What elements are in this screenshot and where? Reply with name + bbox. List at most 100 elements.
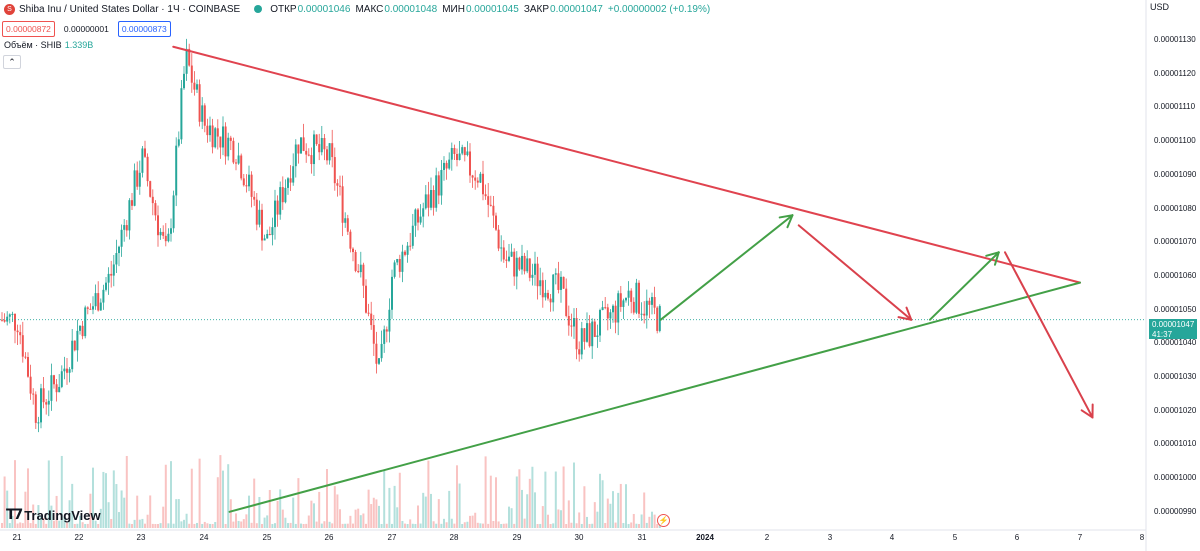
volume-bar bbox=[445, 522, 448, 528]
arrowhead[interactable] bbox=[993, 251, 1000, 266]
candle-body bbox=[549, 298, 552, 303]
candle-body bbox=[333, 157, 336, 184]
volume-bar bbox=[632, 513, 635, 528]
volume-bar bbox=[391, 523, 393, 528]
volume-bar bbox=[518, 469, 521, 528]
support-trendline[interactable] bbox=[228, 281, 1081, 513]
candle-body bbox=[1, 319, 3, 321]
candle-body bbox=[66, 368, 68, 373]
volume-bar bbox=[253, 478, 256, 528]
candle-body bbox=[16, 330, 19, 333]
candle-body bbox=[396, 258, 399, 263]
volume-bar bbox=[372, 497, 375, 528]
volume-bar bbox=[554, 471, 557, 528]
candle-body bbox=[279, 187, 282, 215]
candle-body bbox=[190, 65, 193, 83]
candle-body bbox=[625, 297, 627, 301]
volume-bar bbox=[328, 521, 331, 528]
volume-bar bbox=[560, 510, 562, 528]
volume-bar bbox=[255, 523, 258, 528]
volume-bar bbox=[190, 468, 193, 528]
candle-body bbox=[128, 200, 131, 231]
tradingview-logo[interactable]: T7 TradingView bbox=[6, 507, 101, 523]
candle-body bbox=[541, 280, 544, 298]
buy-button[interactable]: 0.00000873 bbox=[117, 21, 171, 37]
candle-body bbox=[240, 155, 243, 179]
candle-body bbox=[107, 273, 110, 283]
lightning-icon[interactable]: ⚡ bbox=[657, 514, 670, 527]
volume-bar bbox=[422, 492, 425, 528]
volume-bar bbox=[344, 523, 347, 528]
volume-bar bbox=[450, 518, 453, 528]
candle-body bbox=[560, 276, 562, 290]
candle-body bbox=[422, 208, 425, 217]
arrowhead[interactable] bbox=[897, 316, 913, 321]
candle-body bbox=[219, 136, 222, 148]
candle-body bbox=[209, 125, 211, 136]
candle-body bbox=[284, 187, 287, 203]
candle-body bbox=[118, 246, 120, 254]
volume-bar bbox=[47, 460, 50, 528]
volume-bar bbox=[50, 505, 53, 528]
candle-body bbox=[222, 126, 224, 148]
candle-body bbox=[456, 153, 458, 161]
candle-body bbox=[102, 289, 105, 303]
volume-bar bbox=[66, 522, 68, 528]
volume-bar bbox=[346, 523, 349, 528]
forecast-arrow-up[interactable] bbox=[659, 214, 794, 321]
candle-body bbox=[159, 231, 162, 236]
forecast-arrow-down[interactable] bbox=[797, 224, 913, 321]
candle-body bbox=[575, 318, 578, 350]
forecast-arrow-down[interactable] bbox=[1004, 251, 1094, 419]
volume-bar bbox=[287, 523, 289, 528]
candle-body bbox=[235, 162, 237, 164]
volume-bar bbox=[27, 468, 29, 528]
volume-bar bbox=[552, 523, 555, 528]
candle-body bbox=[27, 357, 29, 377]
volume-bar bbox=[258, 496, 261, 528]
volume-bar bbox=[341, 523, 344, 528]
currency-button[interactable]: USD bbox=[1150, 2, 1170, 12]
chart-legend-header: S Shiba Inu / United States Dollar · 1Ч … bbox=[0, 0, 1140, 18]
candle-body bbox=[440, 169, 443, 196]
candle-body bbox=[552, 274, 555, 303]
candle-body bbox=[211, 125, 214, 148]
volume-bar bbox=[99, 508, 102, 528]
candle-body bbox=[266, 233, 269, 239]
candle-body bbox=[297, 144, 300, 154]
close-label: ЗАКР bbox=[523, 3, 550, 15]
candle-body bbox=[271, 227, 274, 236]
volume-bar bbox=[526, 494, 529, 528]
resistance-trendline[interactable] bbox=[172, 45, 1081, 284]
price-axis-label: 0.00001070 bbox=[1154, 237, 1197, 247]
candle-body bbox=[612, 305, 614, 313]
volume-bar bbox=[482, 523, 484, 528]
arrowhead[interactable] bbox=[985, 251, 1000, 257]
volume-bar bbox=[352, 523, 354, 528]
candle-body bbox=[53, 375, 55, 385]
price-axis-label: 0.00001100 bbox=[1154, 136, 1196, 146]
candle-body bbox=[164, 235, 167, 242]
candle-body bbox=[84, 307, 87, 337]
change-value: +0.00000002 (+0.19%) bbox=[607, 3, 711, 15]
market-status-dot[interactable] bbox=[254, 5, 263, 13]
candle-body bbox=[554, 273, 557, 275]
volume-bar bbox=[42, 518, 45, 528]
candle-body bbox=[586, 323, 588, 342]
volume-bar bbox=[21, 523, 24, 528]
candle-body bbox=[398, 258, 401, 272]
arrowhead[interactable] bbox=[905, 306, 913, 321]
candle-body bbox=[92, 306, 94, 310]
sell-button[interactable]: 0.00000872 bbox=[2, 21, 55, 37]
volume-bar bbox=[471, 515, 474, 528]
trend-drawings[interactable] bbox=[172, 45, 1094, 513]
collapse-legend-button[interactable]: ⌃ bbox=[3, 55, 21, 69]
arrowhead[interactable] bbox=[1080, 409, 1094, 419]
candle-body bbox=[274, 200, 276, 228]
forecast-arrow-up[interactable] bbox=[929, 251, 1000, 321]
arrowhead[interactable] bbox=[786, 214, 794, 229]
volume-bar bbox=[11, 515, 14, 528]
arrowhead[interactable] bbox=[778, 214, 794, 219]
symbol-title[interactable]: Shiba Inu / United States Dollar · 1Ч · … bbox=[19, 3, 241, 15]
